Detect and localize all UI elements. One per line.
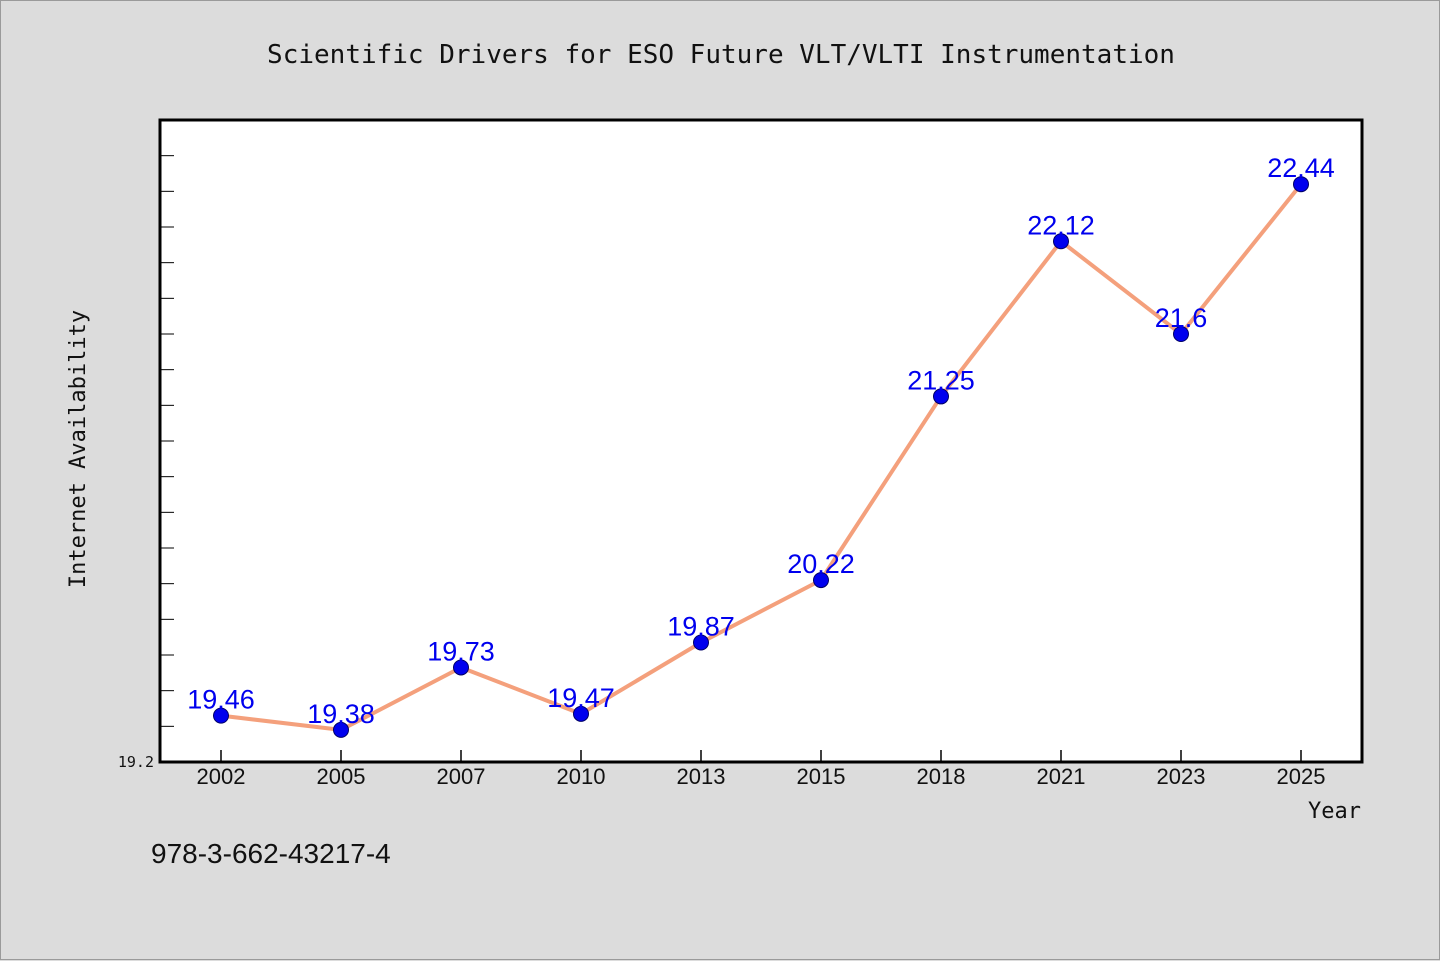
x-tick-label-2013: 2013: [677, 764, 726, 789]
data-label-2023: 21.6: [1155, 303, 1208, 333]
data-point-2025: [1293, 176, 1309, 193]
data-label-2002: 19.46: [187, 685, 255, 715]
y-axis-label: Internet Availability: [66, 310, 91, 588]
x-tick-label-2005: 2005: [317, 764, 366, 789]
data-label-2007: 19.73: [427, 636, 495, 666]
x-tick-label-2007: 2007: [437, 764, 486, 789]
series-line-group: [219, 182, 1303, 732]
data-labels-group: 19.46 19.38 19.73 19.47 19.87 20.22 21.25 22.12…: [187, 153, 1335, 729]
x-tick-label-2015: 2015: [797, 764, 846, 789]
data-label-2013: 19.87: [667, 612, 735, 642]
x-tick-label-2002: 2002: [197, 764, 246, 789]
plot-area: [158, 118, 1364, 764]
data-point-2021: [1053, 233, 1069, 250]
data-point-2002: [213, 707, 229, 724]
data-label-2005: 19.38: [307, 699, 375, 729]
series-line: [219, 182, 1303, 732]
y-tick-label-min: 19.2: [118, 753, 154, 771]
data-point-2005: [333, 721, 349, 738]
data-point-2013: [693, 634, 709, 651]
x-tick-label-2023: 2023: [1157, 764, 1206, 789]
data-point-2018: [933, 388, 949, 405]
series-points-group: [213, 176, 1309, 738]
x-axis-ticks: 2002 2005 2007 2010 2013 2015 2018 2021 2023 2025: [197, 750, 1326, 789]
y-axis-ticks: [160, 119, 174, 763]
data-point-2007: [453, 659, 469, 676]
x-tick-label-2021: 2021: [1037, 764, 1086, 789]
data-label-2025: 22.44: [1267, 153, 1335, 183]
data-point-2010: [573, 705, 589, 722]
footnote-isbn: 978-3-662-43217-4: [151, 838, 391, 869]
data-label-2018: 21.25: [907, 365, 975, 395]
data-label-2010: 19.47: [547, 683, 615, 713]
data-label-2021: 22.12: [1027, 210, 1095, 240]
x-tick-label-2010: 2010: [557, 764, 606, 789]
x-tick-label-2018: 2018: [917, 764, 966, 789]
x-axis-label: Year: [1308, 799, 1361, 824]
chart-title: Scientific Drivers for ESO Future VLT/VL…: [267, 40, 1175, 70]
data-point-2023: [1173, 326, 1189, 342]
data-label-2015: 20.22: [787, 549, 855, 579]
data-point-2015: [813, 572, 829, 589]
x-tick-label-2025: 2025: [1277, 764, 1326, 789]
